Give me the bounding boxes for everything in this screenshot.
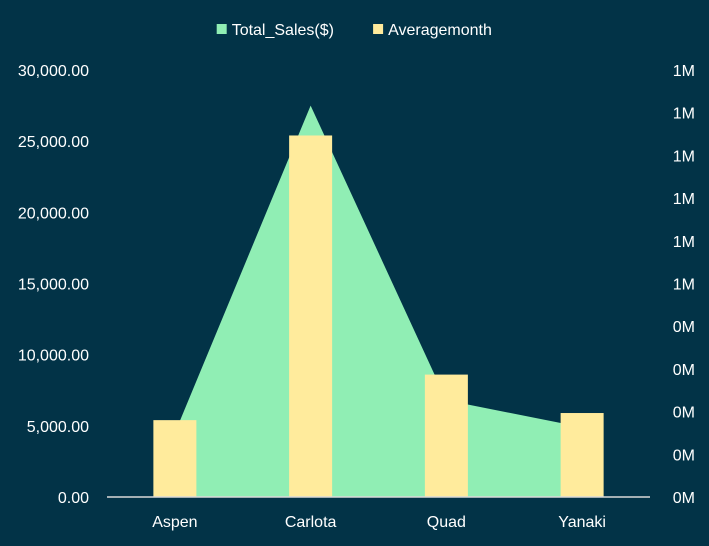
x-tick-label: Yanaki xyxy=(558,514,606,531)
y-right-tick-label: 1M xyxy=(673,234,695,251)
bar-averagemonth-quad xyxy=(424,374,468,497)
y-right-tick-label: 1M xyxy=(673,148,695,165)
y-right-tick-label: 1M xyxy=(673,106,695,123)
legend-label: Total_Sales($) xyxy=(232,22,334,39)
area-layer xyxy=(174,105,583,497)
y-left-tick-label: 30,000.00 xyxy=(18,63,89,80)
y-right-tick-label: 1M xyxy=(673,277,695,294)
axis-layer: 0.00 5,000.00 10,000.00 15,000.00 20,000.00 2… xyxy=(18,63,695,531)
y-right-tick-label: 1M xyxy=(673,191,695,208)
x-tick-label: Quad xyxy=(427,514,466,531)
legend-swatch xyxy=(216,24,227,34)
bar-averagemonth-yanaki xyxy=(560,413,604,497)
legend-swatch xyxy=(373,24,384,34)
y-right-tick-label: 0M xyxy=(673,362,695,379)
x-tick-label: Carlota xyxy=(285,514,337,531)
legend-label: Averagemonth xyxy=(388,22,492,39)
x-tick-label: Aspen xyxy=(152,514,197,531)
y-right-tick-label: 1M xyxy=(673,63,695,80)
y-right-tick-label: 0M xyxy=(673,319,695,336)
bar-averagemonth-carlota xyxy=(289,135,333,497)
y-left-tick-label: 20,000.00 xyxy=(18,205,89,222)
y-left-tick-label: 0.00 xyxy=(58,490,89,507)
y-right-tick-label: 0M xyxy=(673,490,695,507)
legend-item-total-sales[interactable]: Total_Sales($) xyxy=(216,22,334,39)
y-left-tick-label: 25,000.00 xyxy=(18,134,89,151)
area-total-sales xyxy=(174,105,583,497)
y-right-tick-label: 0M xyxy=(673,447,695,464)
y-left-tick-label: 15,000.00 xyxy=(18,277,89,294)
y-left-tick-label: 10,000.00 xyxy=(18,348,89,365)
legend: Total_Sales($) Averagemonth xyxy=(216,22,492,39)
bar-layer xyxy=(153,135,604,497)
bar-averagemonth-aspen xyxy=(153,420,197,497)
y-right-tick-label: 0M xyxy=(673,405,695,422)
y-left-tick-label: 5,000.00 xyxy=(27,419,89,436)
legend-item-averagemonth[interactable]: Averagemonth xyxy=(373,22,492,39)
